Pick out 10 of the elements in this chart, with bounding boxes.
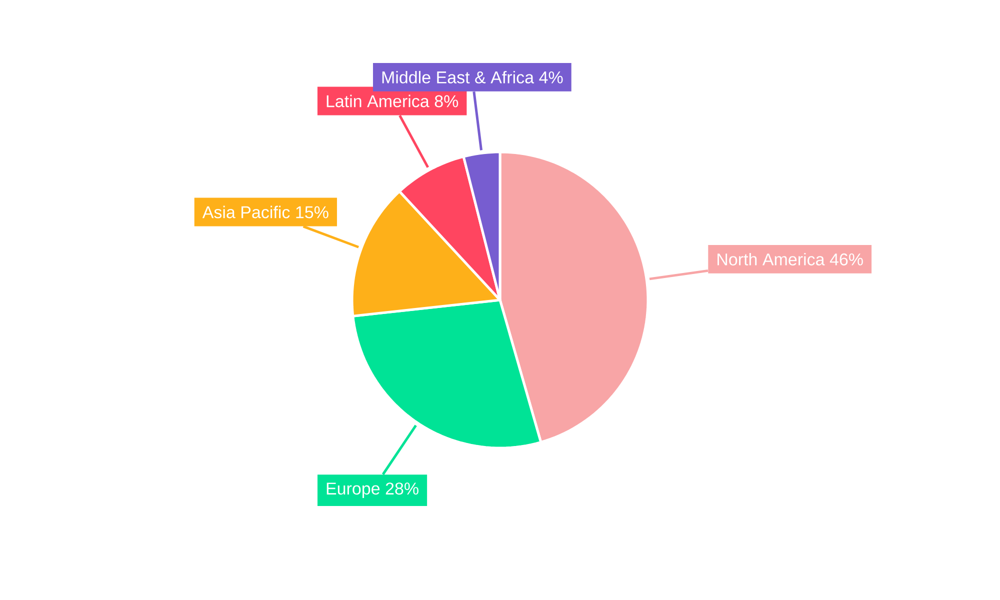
slice-label: North America (718, 252, 825, 266)
slice-label: Middle East & Africa (382, 70, 534, 84)
data-label: 28% (386, 482, 418, 495)
slice-label: Asia Pacific (202, 206, 290, 218)
data-label: 46% (830, 253, 863, 266)
data-label: 8% (434, 95, 458, 108)
slice-label: Latin America (326, 94, 430, 108)
data-label: 4% (539, 71, 563, 84)
slice-label: Europe (326, 482, 380, 498)
data-label: 15% (296, 206, 328, 218)
